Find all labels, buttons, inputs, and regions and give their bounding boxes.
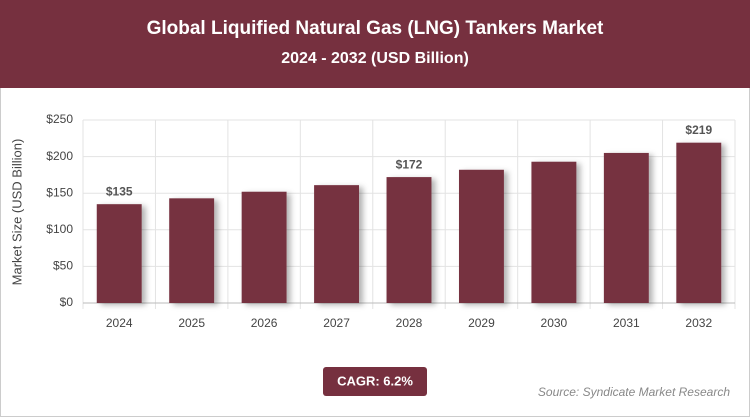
y-tick-label: $100 <box>46 222 73 236</box>
source: Source: Syndicate Market Research <box>538 385 730 399</box>
bar <box>96 204 142 303</box>
x-tick-label: 2031 <box>613 316 640 330</box>
x-tick-label: 2028 <box>396 316 423 330</box>
bar <box>676 142 722 303</box>
cagr-text: CAGR: 6.2% <box>337 373 413 388</box>
data-label: $135 <box>106 184 133 198</box>
bar <box>386 177 432 303</box>
x-tick-label: 2032 <box>685 316 712 330</box>
x-tick-label: 2030 <box>541 316 568 330</box>
header <box>0 0 750 88</box>
x-tick-label: 2025 <box>178 316 205 330</box>
y-tick-label: $0 <box>60 295 74 309</box>
bar <box>169 198 215 303</box>
chart-title: Global Liquified Natural Gas (LNG) Tanke… <box>147 18 604 39</box>
bar <box>241 191 287 303</box>
cagr-badge <box>323 367 427 396</box>
y-axis-label: Market Size (USD Billion) <box>9 139 24 286</box>
y-tick-label: $150 <box>46 185 73 199</box>
bar <box>458 169 504 303</box>
x-tick-label: 2024 <box>106 316 133 330</box>
chart-subtitle: 2024 - 2032 (USD Billion) <box>281 50 469 67</box>
x-tick-label: 2027 <box>323 316 350 330</box>
bar <box>314 185 360 303</box>
bar <box>603 152 649 303</box>
x-tick-label: 2029 <box>468 316 495 330</box>
bar <box>531 161 577 303</box>
y-tick-label: $250 <box>46 112 73 126</box>
x-tick-label: 2026 <box>251 316 278 330</box>
y-tick-label: $200 <box>46 149 73 163</box>
data-label: $219 <box>685 123 712 137</box>
data-label: $172 <box>396 157 423 171</box>
y-tick-label: $50 <box>53 259 73 273</box>
